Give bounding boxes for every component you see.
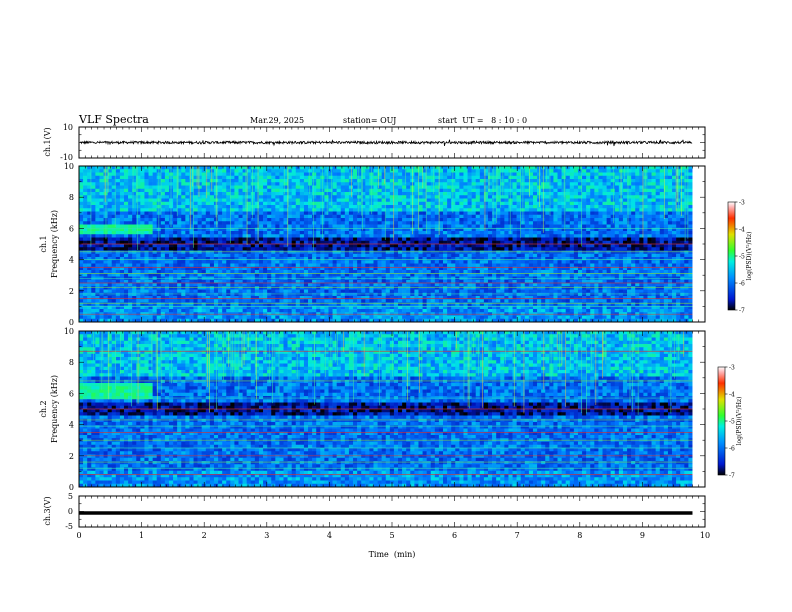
- ch1-freq-ytick-0: 0: [69, 318, 74, 327]
- ch1-spectrogram-panel: 0 2 4 6 8 10 ch.1 Frequency (kHz): [39, 162, 706, 327]
- ch3-ytick-neg5: -5: [65, 522, 73, 531]
- ch1-colorbar-tick--7: -7: [739, 308, 745, 315]
- ch1-freq-ylabel-line1: ch.1: [39, 235, 48, 252]
- date-label: Mar.29, 2025: [250, 116, 304, 125]
- ch2-colorbar-tick--7: -7: [729, 473, 735, 480]
- ch1-waveform-line: [79, 139, 693, 147]
- ch1-freq-ytick-4: 4: [69, 256, 74, 265]
- ch1-colorbar-tick--4: -4: [739, 227, 745, 234]
- ch1-freq-ylabel-line2: Frequency (kHz): [50, 210, 59, 278]
- ch3-ytick-5: 5: [68, 492, 73, 501]
- ch1-colorbar-label: log(PSD)(V²/Hz): [746, 232, 753, 281]
- ch2-freq-ytick-6: 6: [69, 389, 74, 398]
- time-xtick-10: 10: [700, 531, 710, 540]
- ch2-freq-ytick-4: 4: [69, 421, 74, 430]
- ch1-colorbar-tick--3: -3: [739, 200, 745, 207]
- ch1-freq-ytick-2: 2: [69, 287, 74, 296]
- ch2-freq-ytick-10: 10: [64, 327, 74, 336]
- ch1-colorbar-tick--6: -6: [739, 281, 745, 288]
- ch1-ylabel: ch.1(V): [43, 127, 52, 156]
- ch2-colorbar-tick--5: -5: [729, 419, 735, 426]
- ch2-colorbar: -3 -4 -5 -6 -7 log(PSD)(V²/Hz): [717, 365, 743, 480]
- ch3-waveform-panel: 0 1 2 3 4 5 6 7 8 9 10 5 0 -5 ch.3(V) Time (min): [43, 492, 710, 559]
- ch1-ytick-bottom: -10: [60, 153, 73, 162]
- station-label: station= OUJ: [343, 116, 396, 125]
- ch1-colorbar-tick--5: -5: [739, 254, 745, 261]
- ch2-freq-ytick-2: 2: [69, 452, 74, 461]
- time-xtick-0: 0: [76, 531, 81, 540]
- ch1-trace: [79, 139, 693, 147]
- time-xtick-4: 4: [327, 531, 332, 540]
- ch2-colorbar-label: log(PSD)(V²/Hz): [736, 397, 743, 446]
- time-xtick-8: 8: [577, 531, 582, 540]
- ch2-freq-ytick-8: 8: [69, 358, 74, 367]
- ch2-spectrogram-panel: 0 2 4 6 8 10 ch.2 Frequency (kHz): [39, 327, 706, 492]
- ch1-freq-ytick-8: 8: [69, 193, 74, 202]
- ch1-waveform-panel: 10 -10 ch.1(V): [43, 123, 706, 162]
- time-xtick-1: 1: [139, 531, 144, 540]
- ch2-freq-ytick-0: 0: [69, 483, 74, 492]
- ch2-colorbar-tick--4: -4: [729, 392, 735, 399]
- ch2-colorbar-tick--6: -6: [729, 446, 735, 453]
- time-xtick-6: 6: [452, 531, 457, 540]
- ch1-freq-ytick-10: 10: [64, 162, 74, 171]
- ch3-ytick-0: 0: [68, 507, 73, 516]
- time-xtick-2: 2: [202, 531, 207, 540]
- ch2-colorbar-tick--3: -3: [729, 365, 735, 372]
- ch1-heatmap: [79, 166, 705, 323]
- time-xlabel: Time (min): [369, 550, 416, 559]
- ch1-ytick-top: 10: [63, 123, 73, 132]
- start-ut-label: start UT = 8 : 10 : 0: [438, 116, 527, 125]
- time-xtick-3: 3: [264, 531, 269, 540]
- figure-title: VLF Spectra: [78, 113, 149, 126]
- time-xtick-5: 5: [389, 531, 394, 540]
- time-xtick-9: 9: [640, 531, 645, 540]
- ch2-heatmap: [79, 331, 705, 488]
- ch3-ylabel: ch.3(V): [43, 496, 52, 525]
- ch1-freq-ytick-6: 6: [69, 224, 74, 233]
- ch2-freq-ylabel-line2: Frequency (kHz): [50, 375, 59, 443]
- ch2-freq-ylabel-line1: ch.2: [39, 400, 48, 417]
- ch1-colorbar: -3 -4 -5 -6 -7 log(PSD)(V²/Hz): [727, 200, 753, 315]
- time-xtick-7: 7: [515, 531, 520, 540]
